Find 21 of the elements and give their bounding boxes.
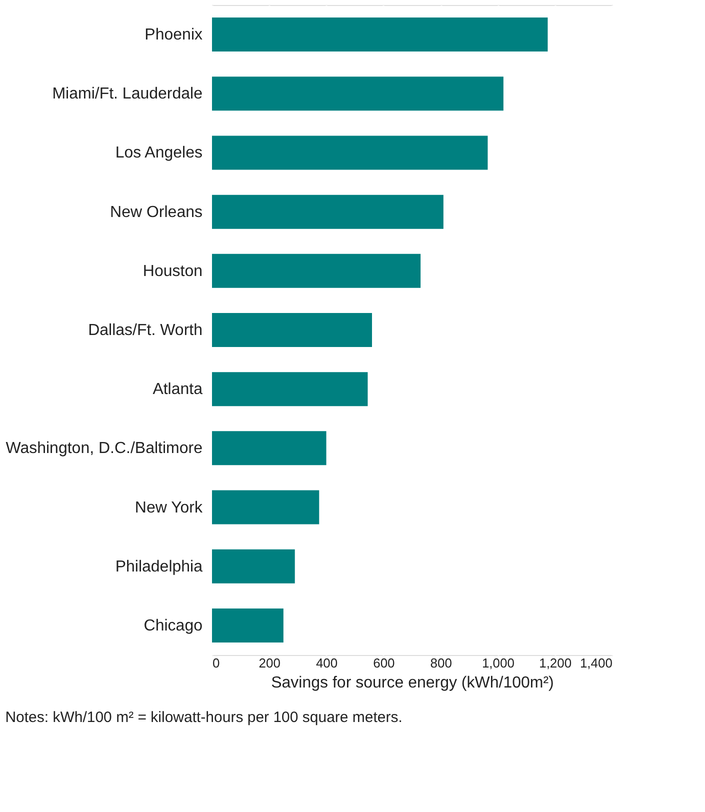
x-tick-label: 400	[316, 656, 338, 670]
x-tick-label: 800	[430, 656, 452, 670]
x-tick-label: 1,000	[482, 656, 514, 670]
x-tick-label: 1,200	[539, 656, 572, 670]
x-tick-label: 1,400	[580, 656, 612, 670]
x-tick-label: 600	[373, 656, 395, 670]
x-tick-label: 200	[258, 656, 280, 670]
text: Notes: kWh/100 m² = kilowatt-hours per 100 square meters.	[5, 709, 402, 726]
y-tick-label: New Orleans	[110, 204, 202, 221]
y-tick-label: Los Angeles	[115, 144, 202, 162]
y-tick-label: Philadelphia	[115, 558, 203, 576]
y-tick-label: Miami/Ft. Lauderdale	[52, 86, 203, 103]
y-tick-label: Chicago	[144, 617, 203, 634]
y-tick-label: Houston	[142, 262, 202, 280]
y-tick-label: Washington, D.C./Baltimore	[6, 440, 203, 458]
y-tick-label: Dallas/Ft. Worth	[88, 322, 202, 339]
y-tick-label: Atlanta	[152, 381, 203, 398]
y-tick-label: Phoenix	[144, 26, 202, 44]
y-tick-label: New York	[134, 499, 204, 516]
x-tick-label: 0	[212, 656, 220, 670]
x-axis-title: Savings for source energy (kWh/100m²)	[271, 674, 554, 692]
